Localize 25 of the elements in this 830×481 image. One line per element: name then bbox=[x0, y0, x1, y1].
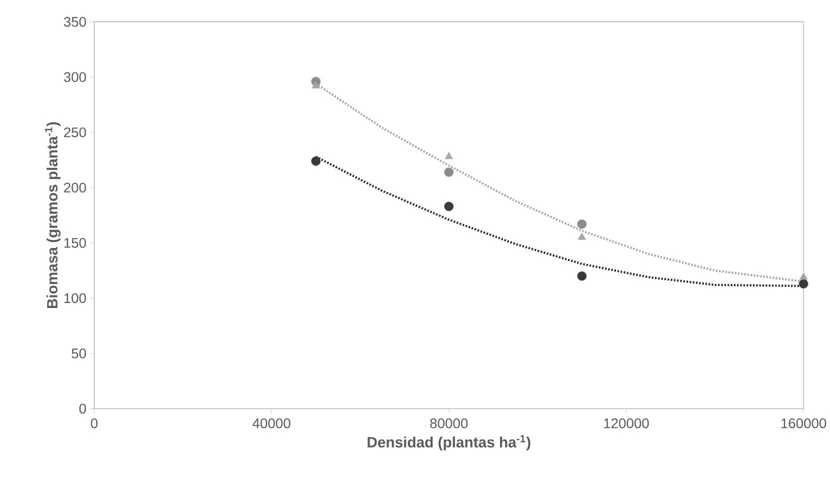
point bbox=[444, 202, 454, 212]
y-tick-label: 0 bbox=[79, 404, 86, 414]
point bbox=[577, 219, 587, 229]
point bbox=[311, 156, 321, 166]
point bbox=[444, 167, 454, 177]
y-tick-label: 150 bbox=[64, 238, 86, 248]
y-tick-label: 100 bbox=[64, 293, 86, 304]
x-tick-label: 80000 bbox=[430, 418, 468, 428]
point bbox=[577, 271, 587, 281]
y-tick-label: 250 bbox=[64, 127, 86, 138]
point bbox=[444, 152, 453, 160]
x-axis-title: Densidad (plantas ha$^{-1}$) bbox=[368, 434, 530, 450]
point bbox=[312, 81, 320, 88]
x-tick-label: 160000 bbox=[781, 418, 826, 428]
x-tick-label: 0 bbox=[90, 418, 98, 428]
x-tick-label: 40000 bbox=[252, 418, 290, 428]
y-tick-label: 300 bbox=[64, 72, 86, 82]
y-tick-label: 50 bbox=[72, 348, 86, 358]
y-tick-label: 200 bbox=[64, 182, 86, 192]
y-tick-label: 350 bbox=[64, 16, 86, 27]
point bbox=[578, 232, 586, 240]
x-tick-label: 120000 bbox=[604, 418, 649, 428]
y-axis-title: Biomasa (gramos planta$^{-1}$) bbox=[45, 122, 61, 308]
point bbox=[798, 279, 808, 288]
point bbox=[799, 272, 808, 280]
